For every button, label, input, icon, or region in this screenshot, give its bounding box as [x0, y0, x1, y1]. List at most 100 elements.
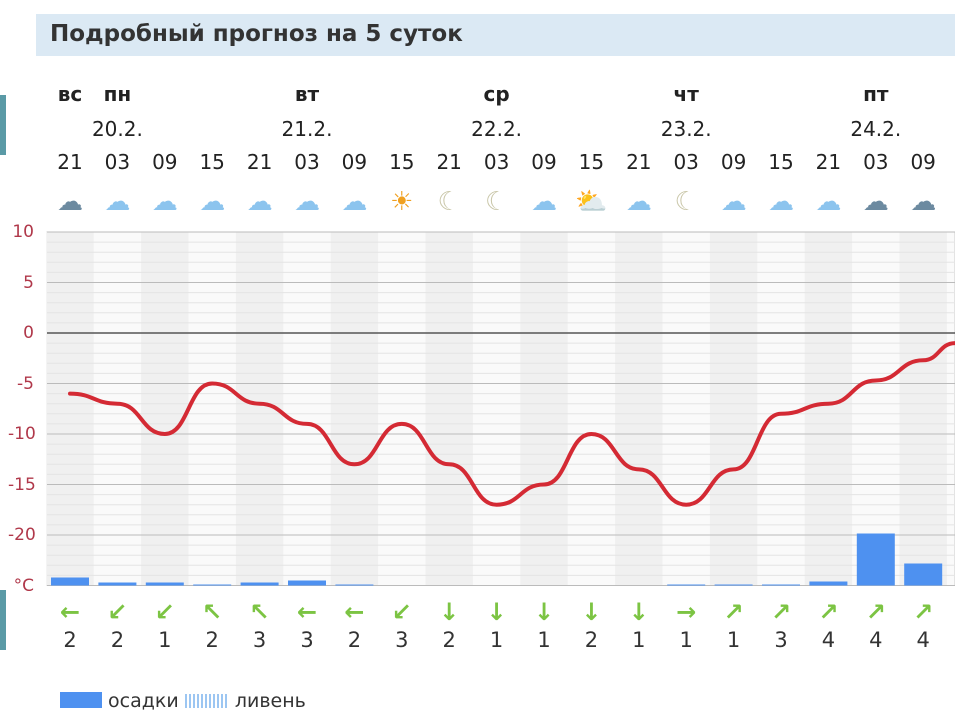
temperature-line: [68, 341, 955, 507]
hour-label: 03: [104, 150, 131, 174]
cloud-icon: ☁: [294, 187, 320, 217]
column-band: [804, 232, 853, 586]
moon-icon: ☾: [437, 187, 461, 217]
wind-arrow-icon: ↓: [581, 598, 602, 626]
column-band: [899, 232, 947, 586]
y-tick-label: 5: [23, 272, 34, 293]
precip-bar: [762, 584, 800, 586]
wind-speed: 2: [584, 628, 599, 652]
column-band: [330, 232, 379, 586]
snow-cloud-icon: ☁: [862, 187, 889, 217]
wind-arrow-icon: ↗: [913, 598, 934, 626]
edge-strip: [0, 95, 6, 155]
wind-speed: 1: [489, 628, 504, 652]
hour-label: 15: [768, 150, 794, 174]
column-band: [520, 232, 568, 586]
wind-arrow-icon: ↙: [107, 598, 128, 626]
cloud-icon: ☁: [104, 187, 131, 217]
column-band: [141, 232, 189, 586]
legend: осадки ливень: [60, 690, 306, 712]
wind-arrow-icon: ↓: [486, 598, 507, 626]
cloud-icon: ☁: [531, 187, 557, 217]
date-label: 23.2.: [660, 117, 712, 141]
wind-arrow-icon: ↗: [818, 598, 839, 626]
hour-label: 09: [910, 150, 936, 174]
wind-arrow-icon: ↗: [865, 598, 886, 626]
wind-speed: 2: [63, 628, 77, 652]
wind-speed: 3: [300, 628, 314, 652]
wind-arrow-icon: ←: [344, 598, 365, 626]
wind-arrow-icon: ↙: [154, 598, 175, 626]
wind-speed: 4: [821, 628, 836, 652]
wind-arrow-icon: ↓: [628, 598, 649, 626]
wind-speed: 4: [916, 628, 930, 652]
wind-speed: 3: [774, 628, 788, 652]
wind-speed: 4: [869, 628, 883, 652]
precip-bar: [193, 584, 232, 586]
cloud-icon: ☁: [246, 187, 273, 217]
wind-speed: 1: [679, 628, 693, 652]
day-label: ср: [483, 82, 510, 106]
column-band: [46, 232, 94, 586]
wind-speed: 2: [110, 628, 125, 652]
day-label: чт: [673, 82, 699, 106]
precip-bar: [335, 584, 374, 586]
date-label: 22.2.: [471, 117, 523, 141]
column-band: [709, 232, 758, 586]
legend-shower-label: ливень: [234, 690, 306, 712]
day-label: вт: [294, 82, 320, 106]
cloud-icon: ☁: [151, 187, 178, 217]
wind-arrow-icon: ↖: [202, 598, 223, 626]
wind-speed: 1: [158, 628, 172, 652]
column-band: [615, 232, 663, 586]
date-label: 20.2.: [91, 117, 143, 141]
precip-bar: [714, 584, 753, 586]
hour-label: 03: [673, 150, 699, 174]
precip-bar: [809, 581, 848, 586]
precip-bar: [51, 577, 89, 586]
column-band: [425, 232, 473, 586]
wind-speed: 3: [252, 628, 267, 652]
wind-speed: 1: [537, 628, 551, 652]
wind-speed: 2: [442, 628, 456, 652]
hour-label: 03: [294, 150, 320, 174]
cloud-icon: ☁: [341, 187, 368, 217]
hour-label: 21: [815, 150, 842, 174]
hour-label: 09: [152, 150, 178, 174]
date-label: 21.2.: [281, 117, 333, 141]
precip-bar: [98, 582, 137, 586]
cloud-icon: ☁: [199, 187, 226, 217]
wind-arrow-icon: →: [676, 598, 697, 626]
wind-arrow-icon: ↓: [439, 598, 460, 626]
wind-speed: 2: [205, 628, 219, 652]
precip-bar: [288, 580, 326, 586]
day-label: пн: [103, 82, 132, 106]
y-tick-label: 10: [12, 222, 34, 242]
edge-strip: [0, 590, 6, 650]
hour-label: 21: [436, 150, 462, 174]
page-title: Подробный прогноз на 5 суток: [50, 21, 463, 47]
hour-label: 15: [389, 150, 415, 174]
precip-bar: [145, 582, 184, 586]
y-tick-label: 0: [23, 323, 34, 343]
cloud-icon: ☁: [720, 187, 747, 217]
cloud-icon: ☁: [768, 187, 794, 217]
hour-label: 03: [863, 150, 889, 174]
wind-speed: 1: [726, 628, 741, 652]
wind-arrow-icon: ↗: [770, 598, 792, 626]
precip-bar: [904, 563, 943, 586]
legend-precip-swatch: [60, 692, 102, 708]
hour-label: 09: [720, 150, 747, 174]
hour-label: 03: [483, 150, 510, 174]
wind-arrow-icon: ↙: [391, 598, 412, 626]
hour-label: 21: [626, 150, 652, 174]
y-tick-label: -5: [17, 373, 34, 394]
hour-label: 21: [57, 150, 83, 174]
hour-label: 09: [341, 150, 368, 174]
legend-precip-label: осадки: [108, 690, 179, 712]
y-tick-label: -15: [8, 474, 36, 495]
cloud-icon: ☁: [815, 187, 842, 217]
hour-label: 21: [246, 150, 273, 174]
sun-cloud-icon: ⛅: [575, 187, 608, 217]
wind-speed: 1: [632, 628, 646, 652]
